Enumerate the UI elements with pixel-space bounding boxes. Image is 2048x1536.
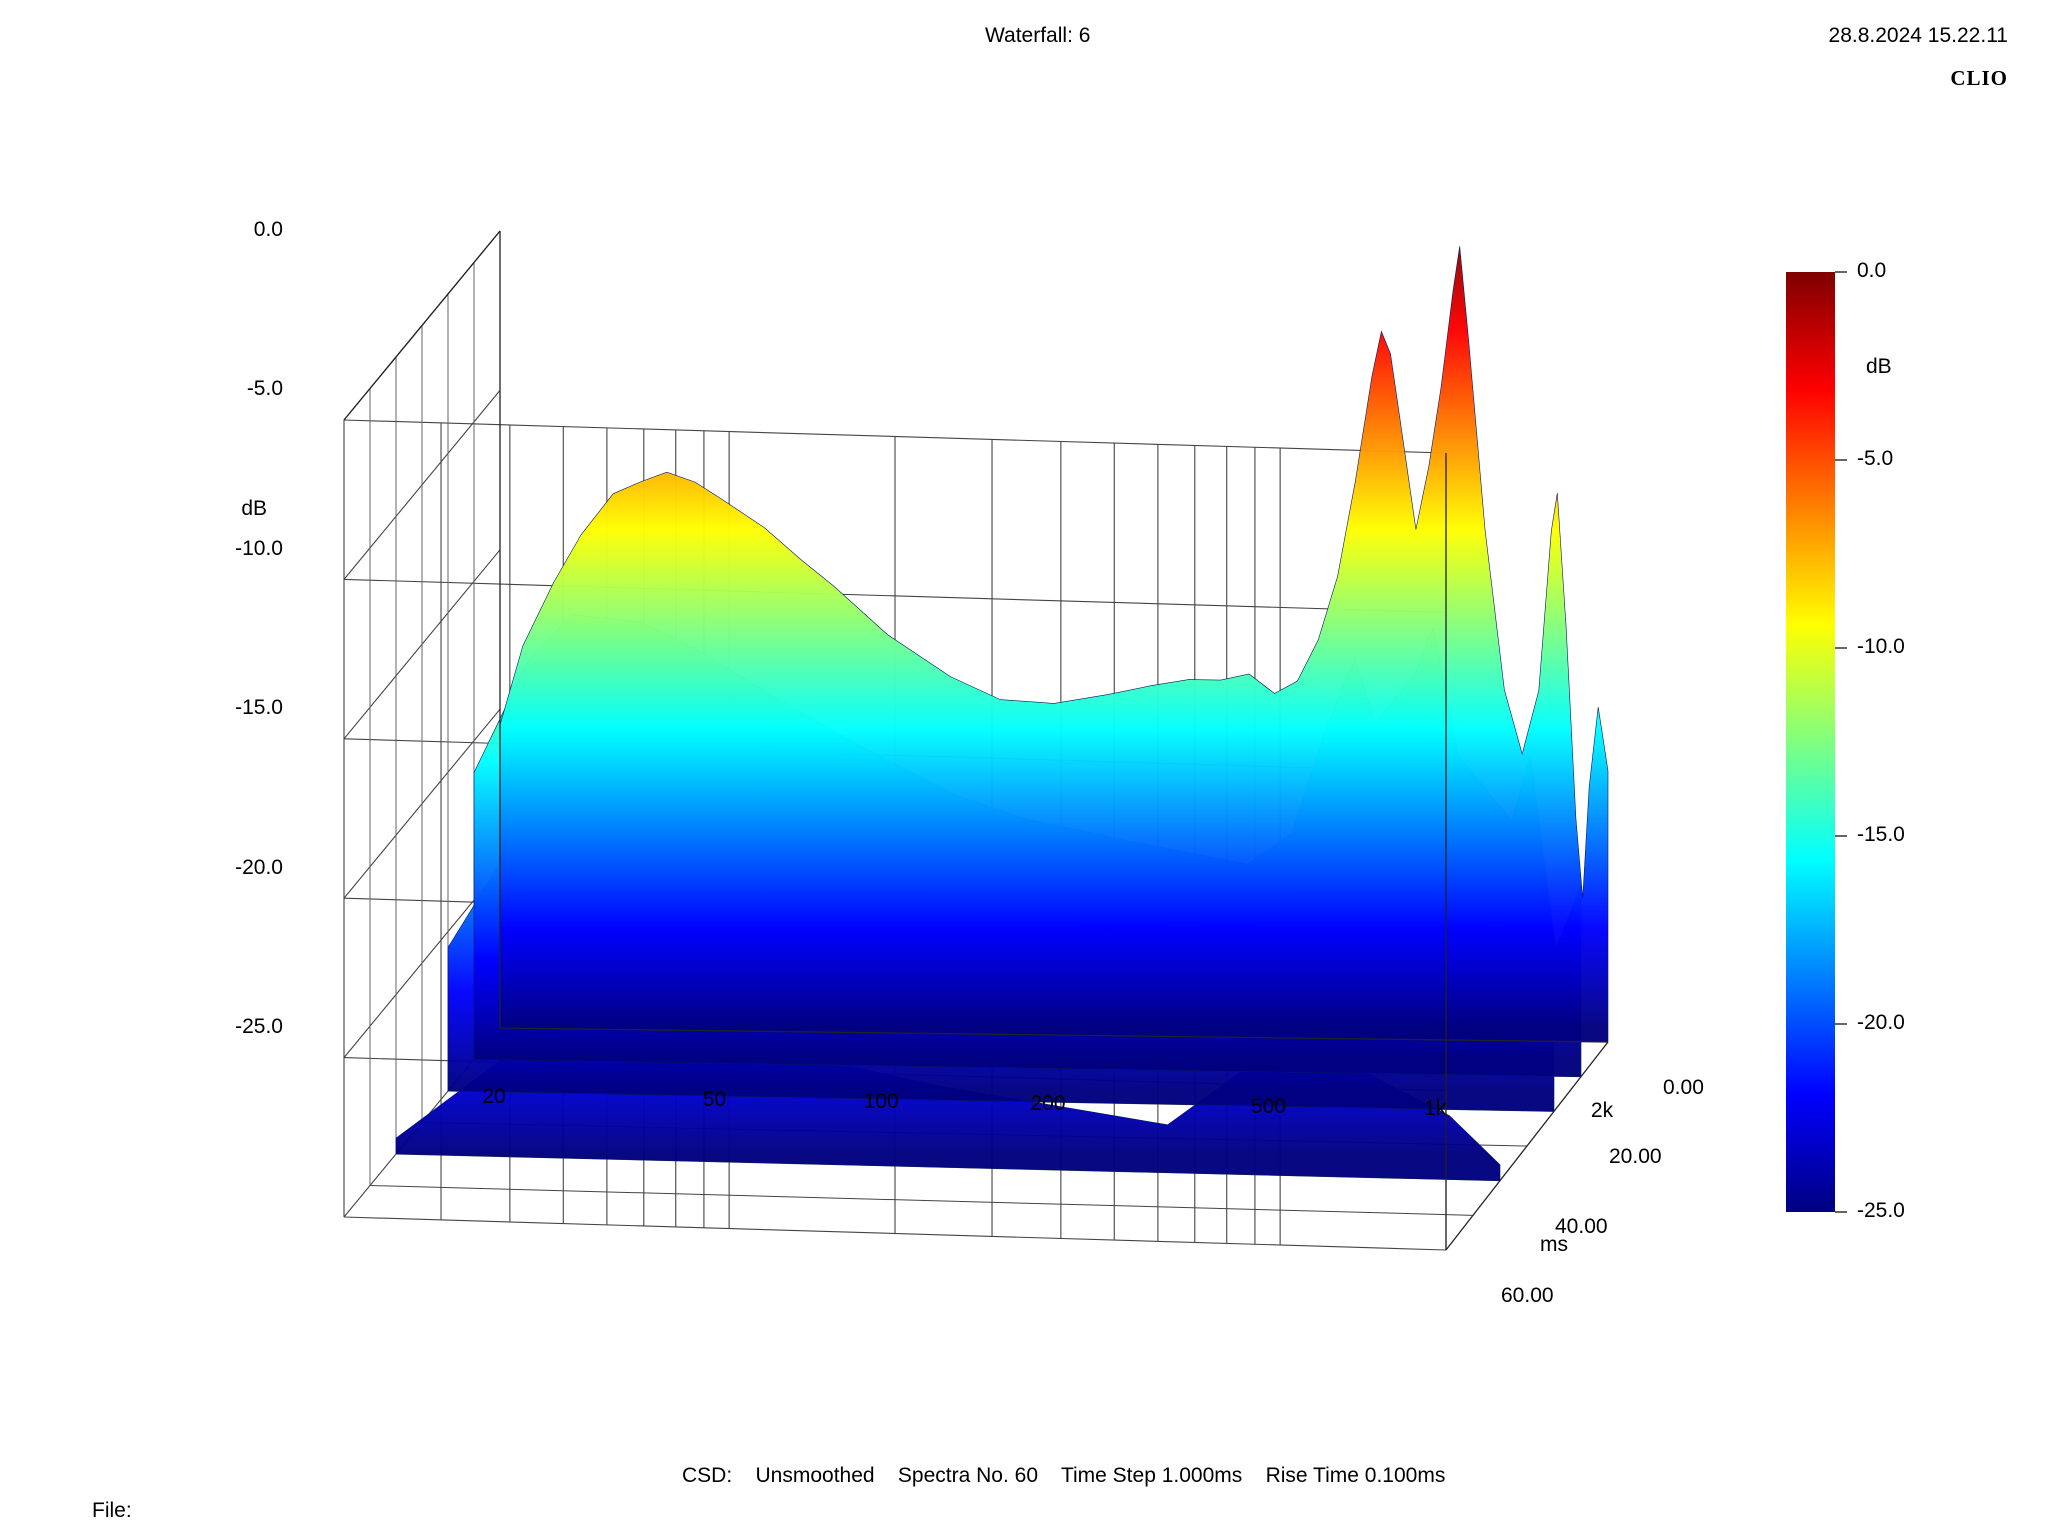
timestamp: 28.8.2024 15.22.11 — [1828, 24, 2008, 47]
grid-line-floor — [369, 1185, 1474, 1216]
x-tick-label: 2k — [1590, 1099, 1614, 1122]
colorbar-tick-label: -25.0 — [1857, 1199, 1905, 1222]
x-tick-label: 500 — [1250, 1094, 1286, 1118]
top-edge-line — [343, 230, 501, 421]
colorbar-tick-label: 0.0 — [1857, 259, 1887, 282]
colorbar-tick-label: -15.0 — [1857, 823, 1905, 846]
z-tick-label: 0.00 — [1663, 1076, 1704, 1099]
z-axis-label: ms — [1540, 1233, 1568, 1256]
grid-line-back — [343, 419, 1447, 454]
x-tick-label: 100 — [863, 1089, 899, 1113]
y-axis-label: dB — [241, 497, 267, 520]
y-tick-label: 0.0 — [253, 218, 283, 241]
y-tick-label: -15.0 — [235, 696, 283, 720]
z-axis-line — [1445, 1041, 1609, 1251]
x-tick-label: 20 — [482, 1085, 506, 1108]
y-tick-label: -20.0 — [235, 855, 283, 879]
spectrum-slice — [499, 246, 1609, 1043]
z-tick-label: 60.00 — [1501, 1284, 1554, 1307]
file-label: File: — [92, 1499, 132, 1522]
waterfall-surface — [395, 246, 1609, 1182]
y-tick-label: -10.0 — [235, 536, 283, 560]
colorbar-tick-label: -10.0 — [1857, 635, 1905, 658]
footer-settings: CSD: Unsmoothed Spectra No. 60 Time Step… — [682, 1464, 1446, 1487]
colorbar-ticks — [1835, 271, 1847, 1213]
z-tick-label: 40.00 — [1555, 1214, 1608, 1238]
x-tick-label: 50 — [702, 1087, 727, 1111]
brand-logo: CLIO — [1950, 66, 2008, 90]
y-tick-label: -5.0 — [246, 377, 283, 401]
chart-title: Waterfall: 6 — [985, 24, 1091, 47]
z-tick-label: 20.00 — [1609, 1145, 1662, 1169]
colorbar-label: dB — [1866, 355, 1892, 378]
colorbar — [1786, 272, 1835, 1212]
grid-line-back — [343, 578, 1447, 613]
colorbar-tick-label: -5.0 — [1857, 447, 1894, 470]
x-tick-label: 1k — [1424, 1096, 1447, 1120]
x-tick-label: 200 — [1030, 1092, 1066, 1115]
colorbar-tick-label: -20.0 — [1857, 1011, 1905, 1034]
axis-frame — [343, 230, 1609, 1251]
y-tick-label: -25.0 — [235, 1015, 283, 1038]
grid-line-back — [343, 1216, 1447, 1251]
x-axis-line — [499, 1027, 1609, 1043]
